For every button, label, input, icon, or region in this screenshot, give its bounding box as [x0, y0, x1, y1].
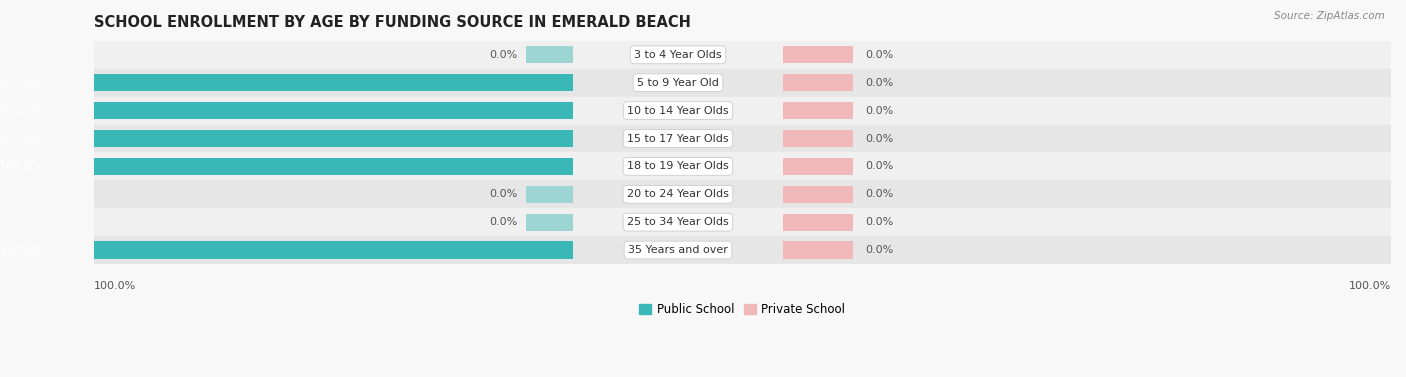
Text: 100.0%: 100.0%	[0, 78, 42, 88]
Text: 0.0%: 0.0%	[865, 133, 893, 144]
Text: 0.0%: 0.0%	[865, 245, 893, 255]
Text: 20 to 24 Year Olds: 20 to 24 Year Olds	[627, 189, 728, 199]
Text: 0.0%: 0.0%	[489, 50, 517, 60]
Text: 0.0%: 0.0%	[865, 189, 893, 199]
Text: 100.0%: 100.0%	[0, 133, 42, 144]
Bar	[94, 152, 1391, 180]
Text: 100.0%: 100.0%	[0, 106, 42, 116]
Text: 0.0%: 0.0%	[489, 189, 517, 199]
Bar	[783, 241, 853, 259]
Bar	[0, 130, 572, 147]
Bar	[783, 185, 853, 203]
Bar	[526, 46, 572, 63]
Text: 35 Years and over: 35 Years and over	[628, 245, 728, 255]
Bar	[783, 158, 853, 175]
Text: 15 to 17 Year Olds: 15 to 17 Year Olds	[627, 133, 728, 144]
Text: 0.0%: 0.0%	[865, 78, 893, 88]
Bar	[783, 74, 853, 91]
Text: 0.0%: 0.0%	[865, 217, 893, 227]
Text: Source: ZipAtlas.com: Source: ZipAtlas.com	[1274, 11, 1385, 21]
Text: 100.0%: 100.0%	[0, 245, 42, 255]
Bar	[94, 124, 1391, 152]
Bar	[0, 74, 572, 91]
Bar	[0, 158, 572, 175]
Text: 0.0%: 0.0%	[489, 217, 517, 227]
Text: 0.0%: 0.0%	[865, 161, 893, 172]
Bar	[783, 46, 853, 63]
Bar	[526, 213, 572, 231]
Bar	[94, 69, 1391, 97]
Bar	[94, 41, 1391, 69]
Text: 0.0%: 0.0%	[865, 50, 893, 60]
Bar	[94, 97, 1391, 124]
Bar	[94, 208, 1391, 236]
Bar	[94, 180, 1391, 208]
Bar	[94, 236, 1391, 264]
Text: 100.0%: 100.0%	[0, 161, 42, 172]
Text: 5 to 9 Year Old: 5 to 9 Year Old	[637, 78, 718, 88]
Text: 3 to 4 Year Olds: 3 to 4 Year Olds	[634, 50, 721, 60]
Text: 25 to 34 Year Olds: 25 to 34 Year Olds	[627, 217, 728, 227]
Bar	[0, 102, 572, 119]
Bar	[783, 130, 853, 147]
Bar	[783, 213, 853, 231]
Text: 100.0%: 100.0%	[94, 281, 136, 291]
Text: 0.0%: 0.0%	[865, 106, 893, 116]
Text: 10 to 14 Year Olds: 10 to 14 Year Olds	[627, 106, 728, 116]
Bar	[783, 102, 853, 119]
Text: SCHOOL ENROLLMENT BY AGE BY FUNDING SOURCE IN EMERALD BEACH: SCHOOL ENROLLMENT BY AGE BY FUNDING SOUR…	[94, 15, 690, 30]
Text: 18 to 19 Year Olds: 18 to 19 Year Olds	[627, 161, 728, 172]
Legend: Public School, Private School: Public School, Private School	[634, 298, 851, 320]
Bar	[0, 241, 572, 259]
Bar	[526, 185, 572, 203]
Text: 100.0%: 100.0%	[1348, 281, 1391, 291]
